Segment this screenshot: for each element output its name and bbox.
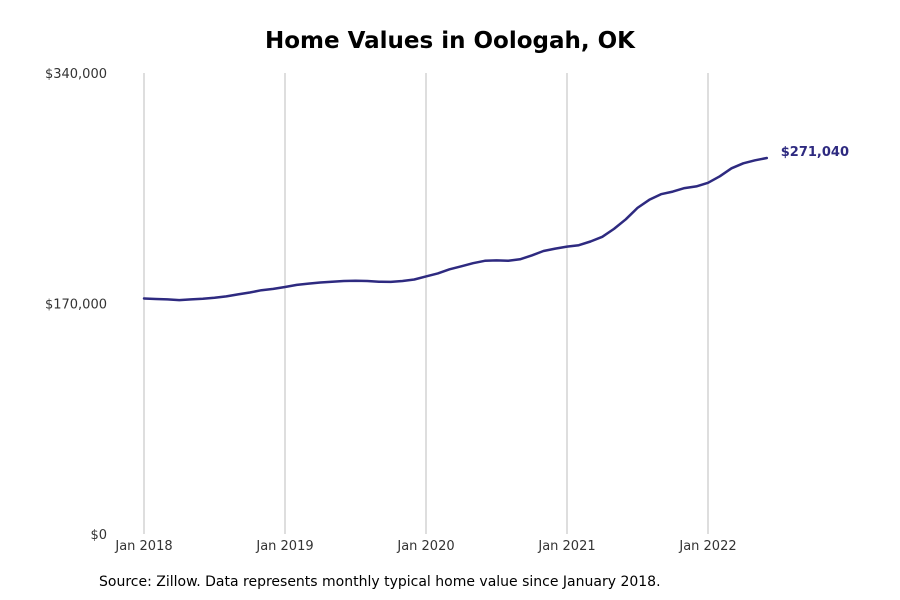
y-axis-tick-labels: $0 $170,000 $340,000 xyxy=(45,67,107,543)
vertical-gridlines xyxy=(143,73,709,534)
x-tick-label: Jan 2022 xyxy=(678,539,736,554)
source-note: Source: Zillow. Data represents monthly … xyxy=(99,574,661,590)
y-tick-label: $0 xyxy=(90,528,107,543)
x-tick-label: Jan 2021 xyxy=(537,539,595,554)
x-tick-label: Jan 2018 xyxy=(114,539,172,554)
y-tick-label: $340,000 xyxy=(45,67,107,82)
x-tick-label: Jan 2020 xyxy=(396,539,454,554)
end-value-label: $271,040 xyxy=(781,145,849,160)
chart-title: Home Values in Oologah, OK xyxy=(264,28,636,54)
y-tick-label: $170,000 xyxy=(45,298,107,313)
series-line-0 xyxy=(142,156,769,302)
x-tick-label: Jan 2019 xyxy=(255,539,313,554)
series-layer: $271,040 xyxy=(142,145,849,302)
x-axis-tick-labels: Jan 2018 Jan 2019 Jan 2020 Jan 2021 Jan 2022 xyxy=(114,539,736,554)
